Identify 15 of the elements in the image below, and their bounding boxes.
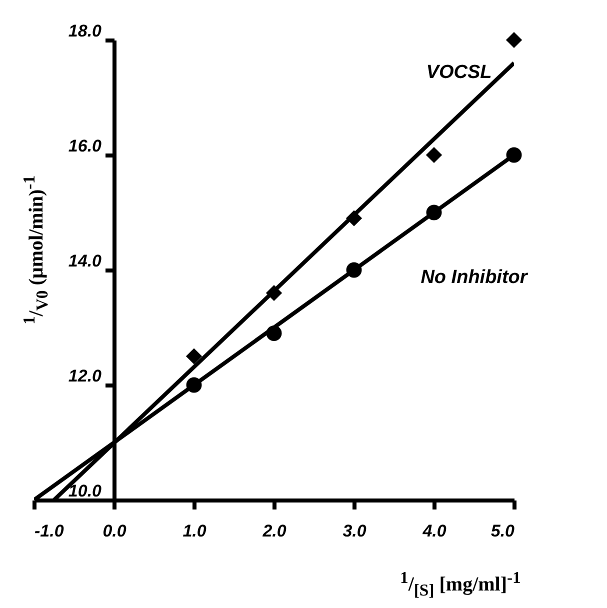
series-label: VOCSL: [426, 62, 492, 83]
x-tick-label: 5.0: [490, 522, 516, 540]
y-tick-label: 12.0: [68, 366, 102, 386]
y-tick-label: 18.0: [68, 22, 102, 40]
y-tick-label: 10.0: [68, 482, 102, 500]
x-tick-label: 1.0: [182, 522, 207, 540]
x-tick-label: 4.0: [422, 522, 447, 540]
x-tick-label: 2.0: [262, 522, 287, 540]
x-tick-label: -1.0: [34, 522, 64, 540]
x-tick-label: 3.0: [342, 522, 367, 540]
x-axis-title: $^{1}$/$_{[S]}$ [mg/ml]$^{-1}$: [400, 568, 521, 601]
y-tick-label: 16.0: [68, 136, 102, 156]
x-tick-label: 0.0: [102, 522, 127, 540]
text: No Inhibitor: [420, 267, 529, 288]
y-tick-label: 14.0: [68, 252, 102, 270]
